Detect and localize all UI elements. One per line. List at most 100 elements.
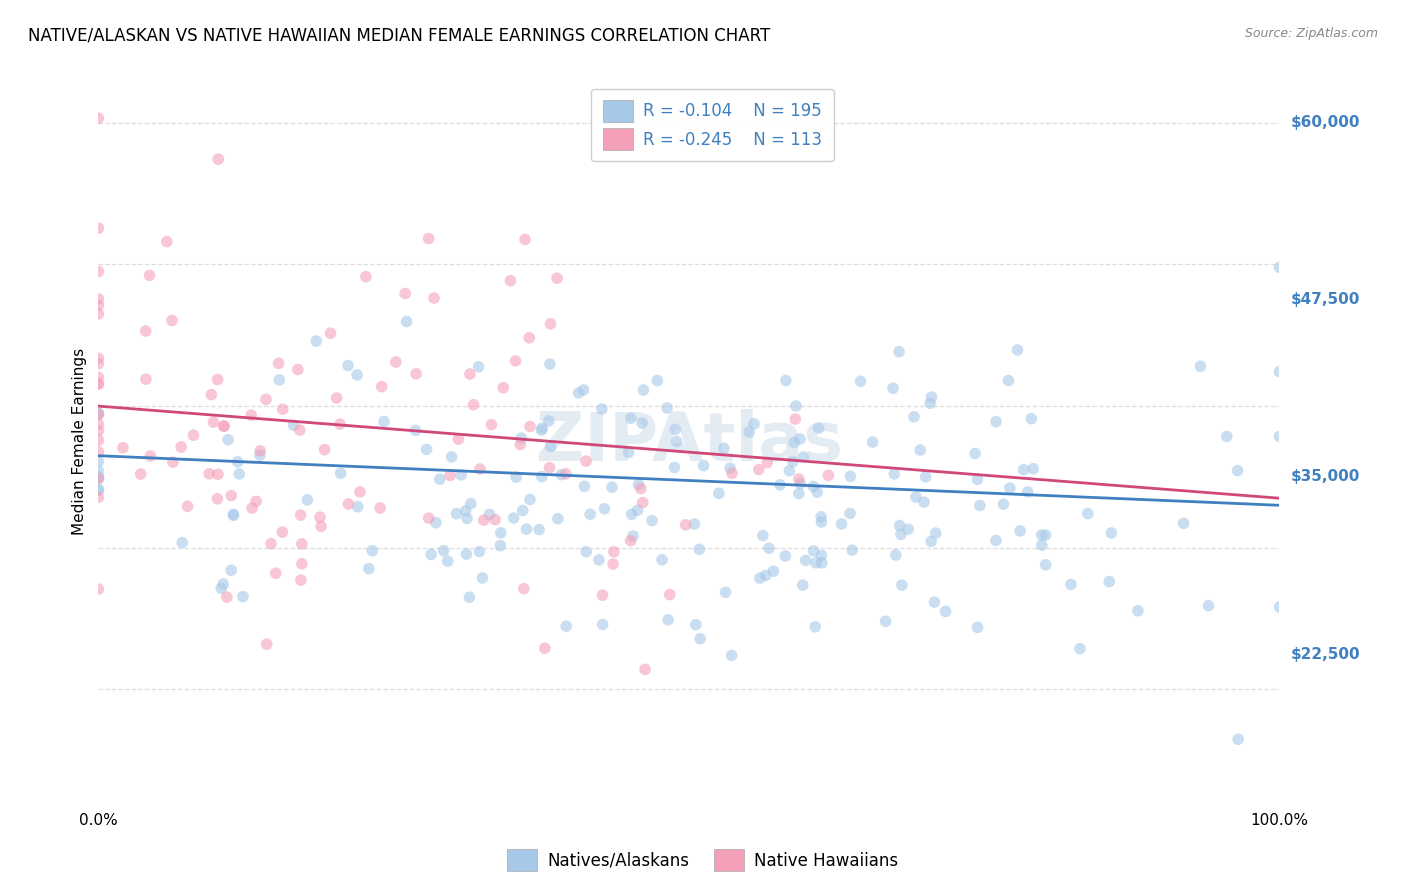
Point xyxy=(620,411,643,425)
Point xyxy=(87,424,110,438)
Point xyxy=(804,556,827,570)
Point xyxy=(785,399,807,413)
Point xyxy=(202,415,225,429)
Point xyxy=(1017,485,1039,500)
Point xyxy=(87,434,110,448)
Point xyxy=(87,298,110,312)
Point xyxy=(337,497,360,511)
Point xyxy=(1010,524,1032,538)
Point xyxy=(627,477,650,491)
Point xyxy=(889,518,911,533)
Point xyxy=(271,525,294,540)
Point xyxy=(139,449,162,463)
Point xyxy=(588,553,610,567)
Point xyxy=(792,450,814,464)
Point xyxy=(87,464,110,478)
Point xyxy=(841,543,863,558)
Point xyxy=(752,528,775,542)
Point xyxy=(554,467,576,481)
Point xyxy=(240,408,263,422)
Point xyxy=(329,467,352,481)
Point xyxy=(651,553,673,567)
Point xyxy=(664,460,686,475)
Y-axis label: Median Female Earnings: Median Female Earnings xyxy=(72,348,87,535)
Point xyxy=(817,468,839,483)
Point xyxy=(346,368,368,382)
Point xyxy=(692,458,714,473)
Point xyxy=(804,620,827,634)
Text: $60,000: $60,000 xyxy=(1291,115,1360,130)
Point xyxy=(249,448,271,462)
Point xyxy=(267,356,290,370)
Point xyxy=(658,588,681,602)
Point xyxy=(111,441,134,455)
Point xyxy=(433,543,456,558)
Point xyxy=(373,415,395,429)
Point xyxy=(1035,558,1057,572)
Point xyxy=(287,362,309,376)
Point xyxy=(969,499,991,513)
Point xyxy=(882,381,904,395)
Point xyxy=(87,408,110,422)
Point xyxy=(87,407,110,421)
Point xyxy=(200,387,222,401)
Point xyxy=(984,415,1007,429)
Point xyxy=(212,419,235,434)
Point xyxy=(1035,528,1057,542)
Point xyxy=(512,503,534,517)
Point xyxy=(87,483,110,497)
Point xyxy=(489,539,512,553)
Point xyxy=(87,417,110,432)
Point xyxy=(620,533,643,548)
Point xyxy=(707,486,730,500)
Point xyxy=(998,481,1021,495)
Point xyxy=(513,233,536,247)
Point xyxy=(721,467,744,481)
Point xyxy=(156,235,179,249)
Point xyxy=(249,443,271,458)
Point xyxy=(537,414,560,428)
Point xyxy=(849,374,872,388)
Point xyxy=(215,590,238,604)
Point xyxy=(785,412,807,426)
Point xyxy=(787,486,810,500)
Point xyxy=(1198,599,1220,613)
Point xyxy=(499,274,522,288)
Point xyxy=(713,442,735,456)
Point xyxy=(436,554,458,568)
Point xyxy=(1189,359,1212,374)
Point xyxy=(478,508,501,522)
Point xyxy=(405,423,427,437)
Point xyxy=(593,501,616,516)
Point xyxy=(903,409,925,424)
Point xyxy=(429,472,451,486)
Point xyxy=(538,357,561,371)
Point xyxy=(394,286,416,301)
Point xyxy=(370,379,392,393)
Point xyxy=(806,485,828,500)
Point xyxy=(505,354,527,368)
Point xyxy=(446,507,468,521)
Point xyxy=(688,542,710,557)
Point xyxy=(87,351,110,366)
Point xyxy=(887,344,910,359)
Point xyxy=(904,490,927,504)
Point xyxy=(912,495,935,509)
Point xyxy=(207,373,229,387)
Point xyxy=(337,359,360,373)
Point xyxy=(621,529,644,543)
Point xyxy=(792,578,814,592)
Point xyxy=(138,268,160,283)
Point xyxy=(354,269,377,284)
Point xyxy=(418,511,440,525)
Point xyxy=(617,445,640,459)
Point xyxy=(226,455,249,469)
Point xyxy=(789,476,811,491)
Point xyxy=(810,549,832,563)
Point xyxy=(839,469,862,483)
Point xyxy=(245,494,267,508)
Point xyxy=(568,385,591,400)
Point xyxy=(579,508,602,522)
Point xyxy=(1126,604,1149,618)
Point xyxy=(492,381,515,395)
